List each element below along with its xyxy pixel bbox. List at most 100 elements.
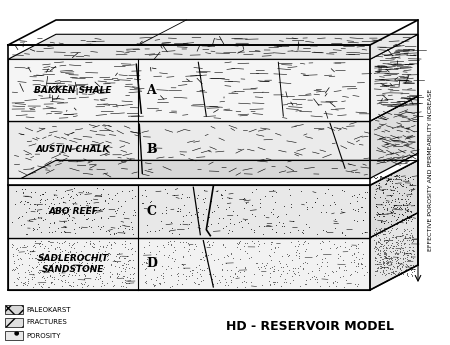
Point: [269, 187, 276, 193]
Point: [289, 268, 296, 274]
Point: [200, 267, 207, 273]
Point: [170, 238, 177, 244]
Point: [48, 256, 55, 262]
Point: [264, 260, 271, 265]
Point: [88, 266, 95, 272]
Point: [321, 190, 328, 196]
Point: [36, 267, 43, 273]
Point: [175, 277, 182, 282]
Point: [44, 196, 51, 201]
Point: [185, 221, 192, 226]
Point: [248, 280, 255, 285]
Point: [61, 209, 68, 214]
Point: [379, 271, 386, 276]
Point: [372, 232, 379, 238]
Point: [75, 224, 82, 229]
Point: [404, 214, 411, 220]
Point: [395, 214, 402, 220]
Point: [377, 263, 384, 268]
Point: [388, 269, 395, 274]
Point: [267, 209, 274, 215]
Point: [378, 254, 385, 259]
Point: [385, 242, 392, 248]
Point: [22, 199, 29, 204]
Point: [147, 228, 154, 234]
Point: [145, 239, 153, 245]
Point: [118, 279, 126, 285]
Point: [381, 260, 388, 266]
Point: [36, 240, 44, 246]
Point: [382, 252, 389, 257]
Point: [183, 212, 190, 218]
Point: [385, 176, 392, 181]
Point: [280, 203, 287, 208]
Point: [256, 266, 263, 272]
Point: [221, 282, 229, 288]
Point: [107, 274, 114, 279]
Point: [45, 248, 52, 253]
Point: [177, 195, 184, 200]
Point: [205, 271, 212, 277]
Point: [39, 282, 46, 287]
Point: [392, 199, 399, 204]
Point: [261, 240, 268, 246]
Point: [49, 267, 56, 273]
Point: [307, 276, 314, 282]
Point: [31, 206, 38, 212]
Point: [393, 235, 400, 240]
Point: [68, 252, 76, 257]
Point: [107, 246, 114, 251]
Point: [119, 228, 126, 234]
Point: [49, 229, 56, 235]
Point: [398, 211, 405, 217]
Point: [392, 235, 400, 241]
Point: [10, 251, 17, 256]
Point: [106, 273, 113, 278]
Point: [108, 242, 115, 247]
Point: [405, 235, 412, 240]
Point: [325, 238, 333, 244]
Point: [393, 184, 400, 189]
Point: [69, 272, 76, 278]
Point: [58, 240, 66, 246]
Point: [376, 176, 383, 181]
Point: [130, 270, 137, 276]
Point: [379, 269, 387, 275]
Point: [54, 265, 62, 270]
Point: [382, 181, 390, 187]
Point: [114, 198, 121, 204]
Point: [403, 250, 410, 256]
Point: [389, 245, 396, 250]
Point: [112, 230, 119, 236]
Point: [239, 196, 247, 201]
Point: [382, 245, 389, 251]
Point: [380, 235, 387, 240]
Point: [63, 252, 70, 257]
Point: [47, 243, 54, 248]
Point: [94, 267, 102, 272]
Text: HD - RESERVOIR MODEL: HD - RESERVOIR MODEL: [226, 321, 394, 334]
Point: [139, 200, 146, 206]
Point: [283, 211, 290, 217]
Point: [272, 229, 279, 235]
Point: [65, 240, 72, 245]
Point: [164, 241, 171, 246]
Point: [39, 269, 46, 274]
Point: [18, 256, 25, 261]
Point: [406, 199, 414, 205]
Point: [383, 261, 391, 267]
Point: [297, 188, 305, 194]
Point: [385, 228, 392, 234]
Point: [399, 184, 406, 189]
Point: [241, 273, 248, 278]
Point: [84, 260, 91, 265]
Point: [61, 277, 68, 283]
Point: [390, 190, 397, 196]
Point: [383, 267, 390, 272]
Point: [54, 253, 62, 258]
Point: [132, 212, 139, 217]
Point: [379, 190, 387, 196]
Point: [53, 254, 60, 259]
Point: [398, 211, 405, 217]
Point: [376, 182, 383, 188]
